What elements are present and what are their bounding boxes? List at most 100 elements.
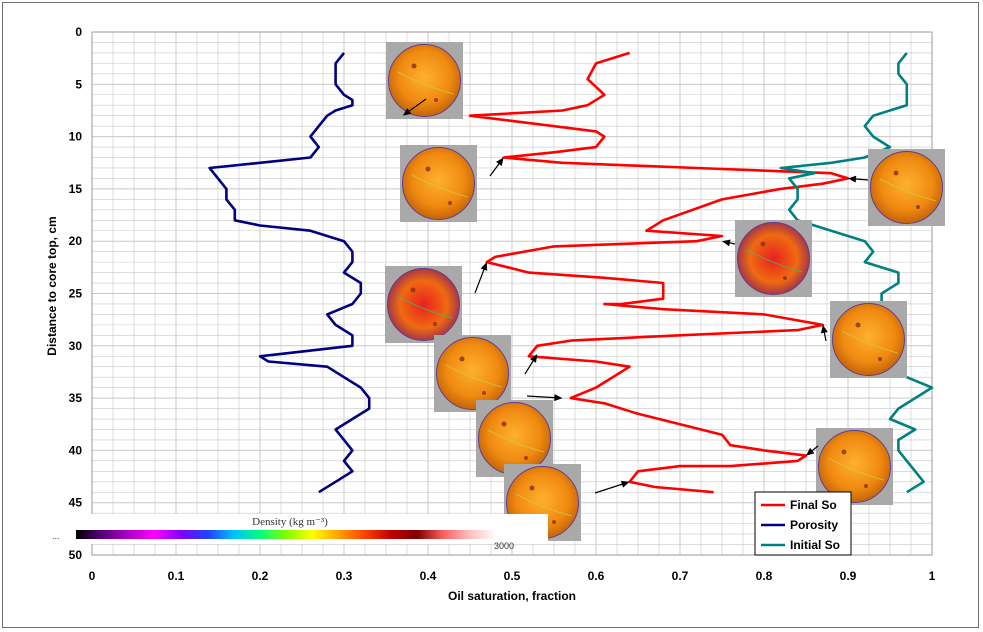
core-image-fracture bbox=[396, 295, 454, 319]
core-image bbox=[830, 301, 907, 378]
core-image bbox=[868, 149, 945, 226]
series-line bbox=[208, 52, 371, 494]
core-image bbox=[400, 145, 477, 222]
x-axis-title: Oil saturation, fraction bbox=[448, 589, 576, 603]
arrow-head bbox=[820, 324, 828, 334]
core-image-vug bbox=[841, 449, 847, 455]
core-image-vug bbox=[552, 520, 556, 524]
core-image-vug bbox=[855, 322, 861, 328]
core-image-fracture bbox=[879, 178, 937, 202]
x-tick-label: 0.1 bbox=[168, 569, 185, 583]
y-tick-label: 45 bbox=[69, 496, 83, 510]
y-tick-label: 40 bbox=[69, 443, 83, 457]
core-image-disk bbox=[388, 44, 461, 117]
y-tick-label: 50 bbox=[69, 548, 83, 562]
y-tick-labels: 0 5 10 15 20 25 30 35 40 45 50 bbox=[69, 25, 83, 562]
arrow-shaft bbox=[474, 267, 486, 294]
x-tick-label: 0.4 bbox=[420, 569, 437, 583]
x-tick-label: 0.6 bbox=[588, 569, 605, 583]
arrow-head bbox=[722, 239, 731, 247]
colorbar-gradient bbox=[76, 530, 496, 539]
arrow-head bbox=[554, 394, 563, 402]
core-image-disk bbox=[737, 222, 810, 295]
y-tick-label: 35 bbox=[69, 391, 83, 405]
core-image-fracture bbox=[487, 429, 545, 453]
series-layer bbox=[208, 51, 934, 494]
core-image-fracture bbox=[397, 71, 455, 95]
core-image-vug bbox=[425, 166, 431, 172]
core-image-vug bbox=[783, 276, 787, 280]
arrow-head bbox=[848, 175, 857, 183]
legend-label: Initial So bbox=[790, 538, 840, 552]
arrow-shaft bbox=[594, 483, 625, 494]
core-image-disk bbox=[818, 430, 891, 503]
series-line bbox=[779, 52, 934, 494]
plot-border bbox=[91, 31, 933, 556]
plot-area bbox=[91, 31, 933, 556]
x-tick-label: 1 bbox=[929, 569, 936, 583]
annotation-arrows bbox=[402, 98, 869, 494]
y-tick-label: 10 bbox=[69, 130, 83, 144]
x-tick-label: 0.8 bbox=[756, 569, 773, 583]
core-image bbox=[386, 42, 463, 119]
core-image-disk bbox=[832, 303, 905, 376]
core-image-vug bbox=[529, 485, 535, 491]
core-image-fracture bbox=[841, 330, 899, 354]
y-tick-label: 30 bbox=[69, 339, 83, 353]
legend-label: Porosity bbox=[790, 518, 838, 532]
x-tick-label: 0.7 bbox=[672, 569, 689, 583]
y-tick-label: 25 bbox=[69, 287, 83, 301]
arrow-head bbox=[402, 108, 412, 116]
core-image-fracture bbox=[515, 493, 573, 517]
legend: Final So Porosity Initial So bbox=[754, 491, 852, 556]
core-image-fracture bbox=[746, 249, 804, 273]
y-axis-title: Distance to core top, cm bbox=[45, 216, 59, 355]
x-tick-label: 0 bbox=[89, 569, 96, 583]
arrow-shaft bbox=[407, 98, 427, 113]
core-image-disk bbox=[870, 151, 943, 224]
core-image-vug bbox=[410, 287, 416, 293]
core-image bbox=[434, 335, 511, 412]
core-image-vug bbox=[878, 357, 882, 361]
core-image-vug bbox=[434, 98, 438, 102]
y-tick-label: 15 bbox=[69, 182, 83, 196]
arrow-head bbox=[806, 447, 815, 456]
core-image-disk bbox=[402, 147, 475, 220]
x-tick-label: 0.9 bbox=[840, 569, 857, 583]
x-tick-labels: 0 0.1 0.2 0.3 0.4 0.5 0.6 0.7 0.8 0.9 1 bbox=[89, 569, 936, 583]
core-image-vug bbox=[411, 63, 417, 69]
series-line bbox=[468, 51, 850, 494]
core-image bbox=[735, 220, 812, 297]
arrow-shaft bbox=[489, 161, 501, 177]
x-tick-label: 0.5 bbox=[504, 569, 521, 583]
core-images bbox=[385, 42, 945, 541]
core-image-disk bbox=[478, 402, 551, 475]
core-image-vug bbox=[524, 456, 528, 460]
core-image bbox=[385, 266, 462, 343]
core-image-vug bbox=[448, 201, 452, 205]
core-image-vug bbox=[916, 205, 920, 209]
core-image-fracture bbox=[827, 457, 885, 481]
core-image-vug bbox=[760, 241, 766, 247]
arrow-shaft bbox=[853, 178, 869, 181]
core-image-vug bbox=[433, 322, 437, 326]
core-image-disk bbox=[436, 337, 509, 410]
y-tick-label: 0 bbox=[75, 25, 82, 39]
colorbar-end-label: 3000 bbox=[494, 541, 514, 551]
arrow-shaft bbox=[526, 395, 557, 399]
arrow-head bbox=[496, 157, 504, 167]
core-image-vug bbox=[864, 484, 868, 488]
y-tick-label: 20 bbox=[69, 234, 83, 248]
arrow-shaft bbox=[524, 358, 535, 375]
density-colorbar: Density (kg m⁻³) ... 3000 bbox=[48, 514, 548, 551]
core-image-disk bbox=[387, 268, 460, 341]
core-image-vug bbox=[459, 356, 465, 362]
arrow-head bbox=[480, 262, 488, 271]
arrow-head bbox=[620, 480, 630, 488]
core-image-fracture bbox=[445, 364, 503, 388]
core-image-vug bbox=[501, 421, 507, 427]
y-tick-label: 5 bbox=[75, 77, 82, 91]
legend-label: Final So bbox=[790, 498, 837, 512]
core-image-vug bbox=[482, 391, 486, 395]
